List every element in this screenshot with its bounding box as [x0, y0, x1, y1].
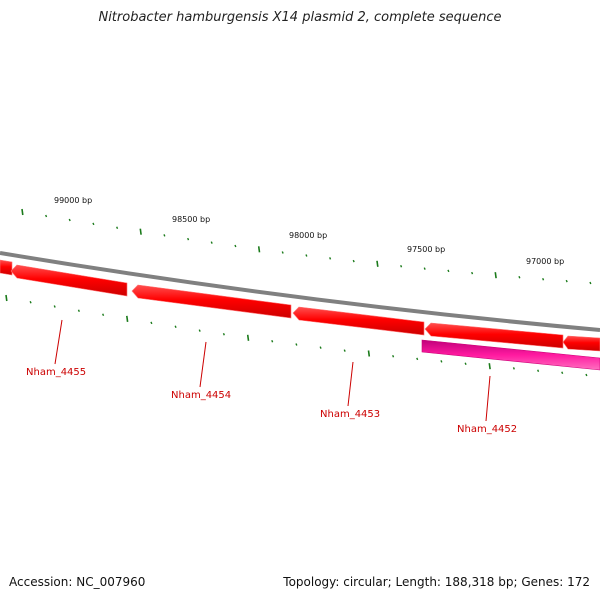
scale-label: 99000 bp	[54, 196, 92, 205]
scale-label: 97000 bp	[526, 257, 564, 266]
map-title: Nitrobacter hamburgensis X14 plasmid 2, …	[98, 10, 502, 25]
minor-tick	[343, 349, 346, 352]
minor-tick	[542, 277, 545, 281]
minor-tick	[271, 339, 274, 343]
minor-tick	[471, 271, 474, 275]
minor-tick	[222, 333, 225, 336]
minor-tick	[163, 234, 166, 237]
minor-tick	[210, 241, 213, 244]
gene-nham-4455[interactable]	[10, 264, 128, 297]
outer-scale-ticks	[21, 208, 592, 285]
major-tick	[494, 272, 497, 279]
major-tick	[21, 208, 24, 216]
scale-label: 97500 bp	[407, 245, 445, 254]
minor-tick	[400, 265, 403, 268]
major-tick	[376, 260, 379, 267]
minor-tick	[116, 226, 119, 230]
minor-tick	[561, 371, 564, 375]
minor-tick	[440, 360, 443, 363]
minor-tick	[29, 301, 32, 304]
minor-tick	[198, 329, 201, 332]
label-leader-line	[485, 375, 491, 422]
minor-tick	[68, 218, 71, 222]
scale-label: 98500 bp	[172, 215, 210, 224]
minor-tick	[423, 267, 426, 270]
gene-label[interactable]: Nham_4454	[171, 390, 231, 401]
gene-label[interactable]: Nham_4455	[26, 367, 86, 378]
major-tick	[246, 334, 250, 341]
gene-nham-4452[interactable]	[421, 339, 600, 371]
gene-fragment[interactable]	[0, 259, 13, 276]
minor-tick	[518, 275, 521, 279]
minor-tick	[53, 305, 56, 308]
minor-tick	[234, 244, 237, 248]
label-leader-line	[199, 341, 207, 388]
minor-tick	[319, 346, 322, 349]
major-tick	[126, 315, 129, 323]
minor-tick	[295, 343, 298, 346]
minor-tick	[447, 269, 450, 273]
minor-tick	[416, 357, 419, 361]
major-tick	[139, 228, 142, 235]
minor-tick	[281, 251, 284, 254]
major-tick	[367, 350, 371, 357]
major-tick	[488, 363, 491, 370]
inner-scale-ticks	[5, 294, 588, 377]
backbone-line	[0, 251, 600, 332]
minor-tick	[329, 257, 332, 260]
minor-tick	[589, 281, 592, 285]
minor-tick	[565, 279, 568, 283]
scale-label: 98000 bp	[289, 231, 327, 240]
label-leader-line	[347, 361, 354, 407]
gene-nham-4454[interactable]	[131, 284, 292, 319]
major-tick	[257, 246, 261, 253]
minor-tick	[464, 362, 467, 366]
minor-tick	[585, 373, 588, 377]
minor-tick	[305, 254, 308, 257]
gene-nham-4453[interactable]	[292, 306, 425, 336]
gene-fragment[interactable]	[424, 322, 600, 352]
minor-tick	[174, 325, 177, 329]
minor-tick	[512, 367, 515, 370]
minor-tick	[537, 369, 540, 372]
minor-tick	[92, 222, 95, 226]
minor-tick	[102, 313, 105, 317]
gene-label[interactable]: Nham_4453	[320, 409, 380, 420]
major-tick	[5, 294, 8, 302]
minor-tick	[77, 309, 80, 312]
minor-tick	[187, 237, 190, 241]
gene-label[interactable]: Nham_4452	[457, 424, 517, 435]
label-leader-line	[54, 319, 63, 365]
minor-tick	[392, 355, 395, 358]
sequence-info: Topology: circular; Length: 188,318 bp; …	[283, 575, 590, 589]
accession-label: Accession: NC_007960	[9, 575, 146, 589]
minor-tick	[150, 321, 153, 325]
minor-tick	[45, 214, 48, 218]
minor-tick	[352, 259, 355, 263]
